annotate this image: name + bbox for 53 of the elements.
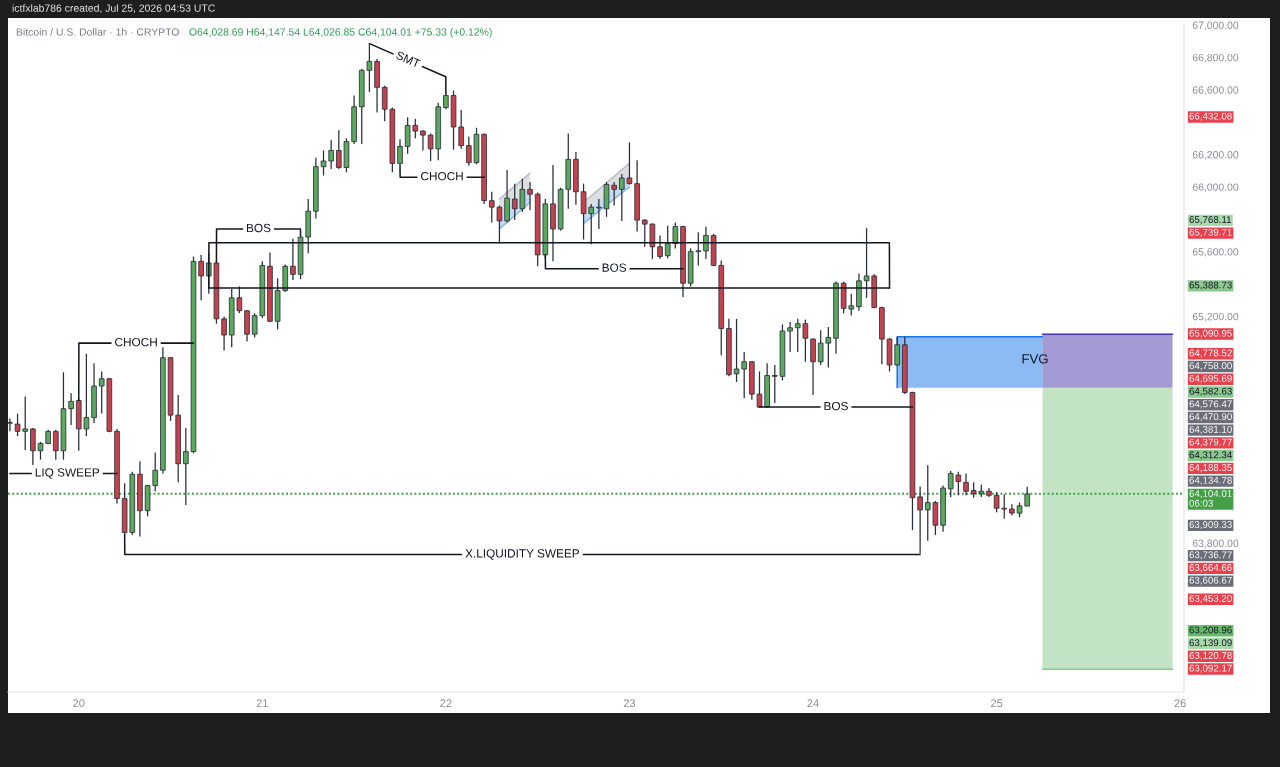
text: ictfxlab786 created, Jul 25, 2026 04:53 UTC xyxy=(12,4,215,14)
data-label: 64,778.52 xyxy=(1189,349,1232,358)
x-tick-label: 23 xyxy=(623,699,636,708)
data-label: 66,432.08 xyxy=(1189,112,1232,121)
y-tick-label: 63,800.00 xyxy=(1192,539,1239,549)
annotation: CHOCH xyxy=(421,171,463,181)
data-label: 64,381.10 xyxy=(1189,425,1232,434)
chart-subtitle: O64,028.69 H64,147.54 L64,026.85 C64,104.01 +75.33 (+0.12%) xyxy=(189,28,492,38)
annotation: FVG xyxy=(1022,354,1048,364)
data-label: 63,453.20 xyxy=(1189,594,1232,603)
x-tick-label: 26 xyxy=(1174,699,1186,708)
data-label: 65,768.11 xyxy=(1189,216,1232,225)
data-label: 63,664.66 xyxy=(1189,564,1232,573)
data-label: 63,139.09 xyxy=(1189,639,1232,648)
data-label: 63,909.33 xyxy=(1189,521,1232,530)
data-label: 63,120.78 xyxy=(1189,651,1232,660)
annotation: SMT xyxy=(395,50,421,69)
data-label: 63,736.77 xyxy=(1189,551,1232,560)
x-tick-label: 22 xyxy=(440,699,452,707)
y-tick-label: 66,800.00 xyxy=(1192,53,1239,63)
chart-title: Bitcoin / U.S. Dollar · 1h · CRYPTO xyxy=(16,28,179,36)
annotation: X.LIQUIDITY SWEEP xyxy=(465,549,580,560)
data-label: 64,576.47 xyxy=(1189,400,1232,409)
data-label: 64,134.78 xyxy=(1189,476,1232,485)
data-label: 65,388.73 xyxy=(1189,281,1232,290)
data-label: 64,470.90 xyxy=(1189,413,1232,422)
y-tick-label: 67,000.00 xyxy=(1192,21,1239,31)
data-label: 65,090.95 xyxy=(1189,329,1232,338)
x-tick-label: 20 xyxy=(73,699,85,708)
x-tick-label: 24 xyxy=(807,699,819,707)
y-tick-label: 66,200.00 xyxy=(1192,151,1239,160)
annotation: BOS xyxy=(247,223,271,233)
data-label: 65,739.71 xyxy=(1189,228,1232,237)
annotation: CHOCH xyxy=(115,337,157,347)
data-label: 64,312.34 xyxy=(1189,451,1232,460)
annotation: BOS xyxy=(824,401,848,411)
data-label: 64,582.63 xyxy=(1189,387,1232,396)
data-label: 63,092.17 xyxy=(1189,664,1232,673)
y-tick-label: 65,200.00 xyxy=(1192,312,1239,322)
annotation: BOS xyxy=(602,263,627,272)
data-label: 63,606.67 xyxy=(1189,576,1232,585)
data-label: 64,695.69 xyxy=(1189,374,1232,383)
x-tick-label: 25 xyxy=(990,699,1003,708)
data-label: 64,379.77 xyxy=(1189,438,1232,447)
annotation: LIQ SWEEP xyxy=(35,468,100,479)
data-label: 64,758.00 xyxy=(1189,362,1232,371)
y-tick-label: 65,600.00 xyxy=(1192,248,1239,257)
y-tick-label: 66,600.00 xyxy=(1192,86,1239,95)
y-tick-label: 66,000.00 xyxy=(1192,183,1239,192)
data-label: 64,188.35 xyxy=(1189,464,1232,473)
data-label: 64,104.01 06:03 xyxy=(1189,490,1232,507)
data-label: 63,208.96 xyxy=(1189,626,1232,635)
x-tick-label: 21 xyxy=(256,699,268,707)
